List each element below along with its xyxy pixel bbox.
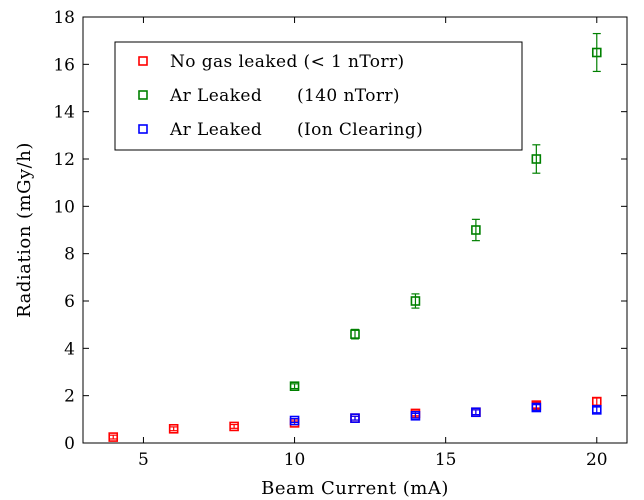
data-point <box>531 402 542 413</box>
legend-label: No gas leaked (< 1 nTorr) <box>170 52 405 72</box>
axes-frame <box>82 16 628 444</box>
y-tick-label: 8 <box>64 245 75 265</box>
error-bar <box>471 409 480 416</box>
x-tick-label: 15 <box>435 450 457 470</box>
data-point <box>289 381 300 392</box>
legend-box <box>114 41 523 151</box>
y-axis-label: Radiation (mGy/h) <box>14 142 35 318</box>
y-tick-label: 18 <box>53 8 75 28</box>
y-tick-label: 10 <box>53 197 75 217</box>
error-bar <box>592 406 601 414</box>
error-bar <box>411 293 420 309</box>
error-bar <box>532 404 541 411</box>
series-3 <box>289 402 602 426</box>
error-bar <box>351 415 359 421</box>
data-point <box>350 329 360 339</box>
error-bar <box>532 144 541 174</box>
error-bar <box>592 397 601 406</box>
data-point <box>108 432 119 442</box>
series-2 <box>289 32 602 392</box>
error-bar <box>109 434 118 440</box>
data-point <box>591 47 602 58</box>
error-bar <box>471 218 480 242</box>
axis-ticks: 5 10 15 20 0 2 4 6 8 10 12 14 16 18 <box>53 8 627 470</box>
y-tick-label: 16 <box>53 55 75 75</box>
error-bar <box>411 412 420 419</box>
x-tick-label: 20 <box>586 450 608 470</box>
y-tick-label: 6 <box>64 292 75 312</box>
data-point <box>289 415 300 426</box>
y-tick-label: 2 <box>64 387 75 407</box>
y-tick-label: 12 <box>53 150 75 170</box>
legend-marker <box>138 56 148 66</box>
data-point <box>471 407 481 418</box>
legend-label: Ar Leaked (Ion Clearing) <box>169 120 423 140</box>
data-point <box>229 421 239 432</box>
error-bar <box>290 418 299 424</box>
legend: No gas leaked (< 1 nTorr) Ar Leaked (140 … <box>114 41 523 151</box>
error-bar <box>169 426 178 432</box>
legend-marker <box>138 124 148 134</box>
y-tick-label: 14 <box>53 103 75 123</box>
legend-item: Ar Leaked (140 nTorr) <box>138 86 400 106</box>
data-point <box>531 154 542 164</box>
legend-marker <box>138 90 148 100</box>
legend-item: No gas leaked (< 1 nTorr) <box>138 52 405 72</box>
error-bar <box>230 423 239 429</box>
x-axis-label: Beam Current (mA) <box>261 478 449 499</box>
data-point <box>168 423 179 434</box>
x-tick-label: 5 <box>138 450 149 470</box>
data-point <box>410 410 421 421</box>
y-tick-label: 4 <box>64 339 75 359</box>
plot-area <box>108 32 602 442</box>
legend-item: Ar Leaked (Ion Clearing) <box>138 120 423 140</box>
legend-label: Ar Leaked (140 nTorr) <box>169 86 400 106</box>
data-point <box>410 296 421 306</box>
data-point <box>471 225 481 235</box>
error-bar <box>592 32 601 73</box>
data-point <box>591 405 602 415</box>
x-tick-label: 10 <box>284 450 306 470</box>
y-tick-label: 0 <box>64 434 75 454</box>
error-bar <box>290 383 299 390</box>
data-point <box>350 413 360 423</box>
